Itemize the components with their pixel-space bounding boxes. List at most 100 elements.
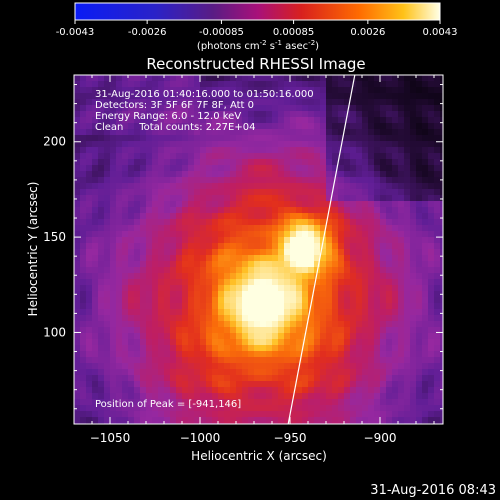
heatmap-cell: [176, 159, 182, 165]
heatmap-cell: [230, 207, 236, 213]
heatmap-cell: [290, 411, 296, 417]
heatmap-cell: [344, 369, 350, 375]
heatmap-cell: [116, 399, 122, 405]
heatmap-cell: [152, 105, 158, 111]
heatmap-cell: [332, 357, 338, 363]
heatmap-cell: [182, 405, 188, 411]
peak-position-label: Position of Peak = [-941,146]: [95, 399, 241, 410]
heatmap-cell: [326, 225, 332, 231]
heatmap-cell: [302, 363, 308, 369]
heatmap-cell: [248, 267, 254, 273]
heatmap-cell: [422, 369, 428, 375]
heatmap-cell: [416, 123, 422, 129]
heatmap-cell: [116, 267, 122, 273]
heatmap-cell: [272, 393, 278, 399]
heatmap-cell: [284, 117, 290, 123]
heatmap-cell: [242, 129, 248, 135]
heatmap-cell: [230, 255, 236, 261]
heatmap-cell: [140, 363, 146, 369]
heatmap-cell: [98, 369, 104, 375]
heatmap-cell: [92, 417, 98, 423]
heatmap-cell: [116, 135, 122, 141]
heatmap-cell: [272, 123, 278, 129]
heatmap-cell: [314, 279, 320, 285]
heatmap-cell: [242, 177, 248, 183]
heatmap-cell: [290, 243, 296, 249]
heatmap-cell: [350, 201, 356, 207]
heatmap-cell: [236, 315, 242, 321]
heatmap-cell: [386, 117, 392, 123]
heatmap-cell: [386, 129, 392, 135]
heatmap-cell: [332, 225, 338, 231]
heatmap-cell: [212, 387, 218, 393]
heatmap-cell: [266, 93, 272, 99]
heatmap-cell: [158, 117, 164, 123]
heatmap-cell: [242, 225, 248, 231]
heatmap-cell: [116, 213, 122, 219]
heatmap-cell: [392, 303, 398, 309]
heatmap-cell: [92, 363, 98, 369]
heatmap-cell: [206, 213, 212, 219]
heatmap-cell: [440, 393, 443, 399]
heatmap-cell: [128, 417, 134, 423]
heatmap-cell: [308, 225, 314, 231]
heatmap-cell: [104, 81, 110, 87]
heatmap-cell: [422, 345, 428, 351]
heatmap-cell: [368, 303, 374, 309]
heatmap-cell: [86, 237, 92, 243]
heatmap-cell: [218, 225, 224, 231]
heatmap-cell: [218, 183, 224, 189]
heatmap-cell: [248, 159, 254, 165]
heatmap-cell: [284, 363, 290, 369]
heatmap-cell: [260, 153, 266, 159]
heatmap-cell: [428, 261, 434, 267]
heatmap-cell: [284, 105, 290, 111]
heatmap-cell: [386, 321, 392, 327]
heatmap-cell: [140, 243, 146, 249]
heatmap-cell: [86, 75, 92, 81]
heatmap-cell: [152, 297, 158, 303]
heatmap-cell: [368, 297, 374, 303]
heatmap-cell: [86, 375, 92, 381]
heatmap-cell: [188, 243, 194, 249]
heatmap-cell: [170, 93, 176, 99]
heatmap-cell: [224, 351, 230, 357]
heatmap-cell: [350, 147, 356, 153]
heatmap-cell: [320, 411, 326, 417]
heatmap-cell: [152, 165, 158, 171]
heatmap-cell: [122, 195, 128, 201]
heatmap-cell: [194, 141, 200, 147]
heatmap-cell: [92, 249, 98, 255]
heatmap-cell: [140, 315, 146, 321]
heatmap-cell: [122, 141, 128, 147]
heatmap-cell: [194, 345, 200, 351]
heatmap-cell: [320, 315, 326, 321]
heatmap-cell: [236, 117, 242, 123]
heatmap-cell: [260, 117, 266, 123]
heatmap-cell: [434, 201, 440, 207]
heatmap-cell: [362, 333, 368, 339]
heatmap-cell: [74, 267, 80, 273]
heatmap-cell: [86, 369, 92, 375]
heatmap-cell: [176, 195, 182, 201]
heatmap-cell: [116, 375, 122, 381]
heatmap-cell: [200, 387, 206, 393]
heatmap-cell: [176, 237, 182, 243]
heatmap-cell: [422, 117, 428, 123]
heatmap-cell: [74, 153, 80, 159]
heatmap-cell: [296, 87, 302, 93]
heatmap-cell: [290, 291, 296, 297]
heatmap-cell: [320, 369, 326, 375]
heatmap-cell: [416, 387, 422, 393]
heatmap-cell: [356, 333, 362, 339]
heatmap-cell: [116, 363, 122, 369]
heatmap-cell: [242, 369, 248, 375]
heatmap-cell: [278, 201, 284, 207]
heatmap-cell: [422, 309, 428, 315]
heatmap-cell: [188, 177, 194, 183]
heatmap-cell: [164, 183, 170, 189]
heatmap-cell: [266, 99, 272, 105]
heatmap-cell: [392, 177, 398, 183]
heatmap-cell: [152, 225, 158, 231]
heatmap-cell: [158, 333, 164, 339]
